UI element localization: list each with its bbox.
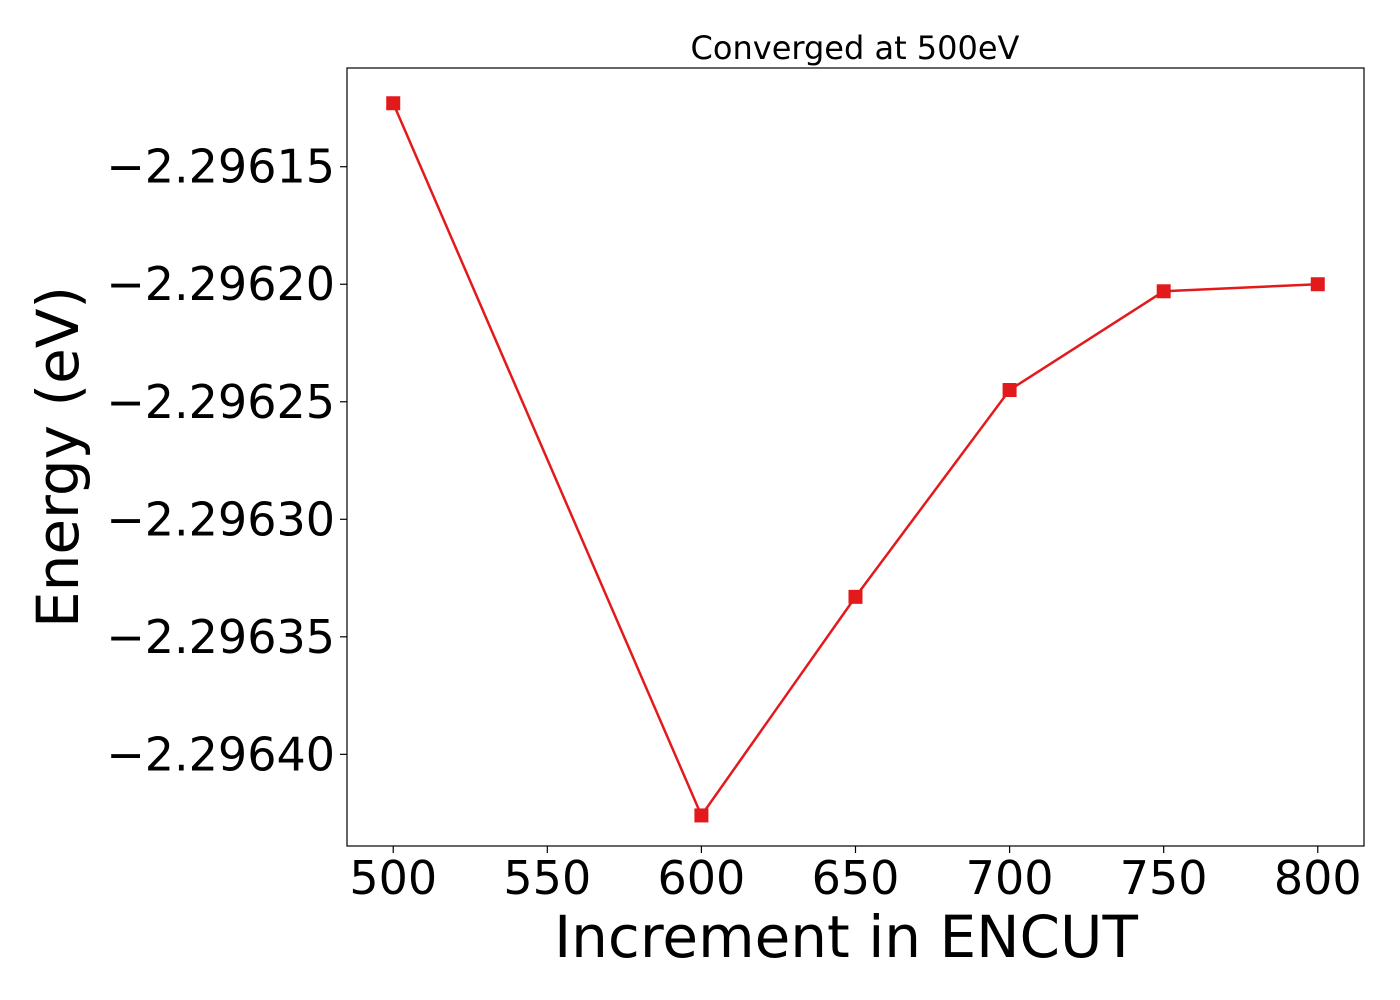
data-point-marker (386, 96, 401, 111)
x-tick-label: 800 (1274, 851, 1362, 905)
y-tick-label: −2.29625 (106, 375, 335, 429)
plot-frame (346, 67, 1365, 847)
x-axis-label: Increment in ENCUT (554, 903, 1138, 971)
x-tick-label: 650 (812, 851, 900, 905)
y-axis-ticks: −2.29615 −2.29620 −2.29625 −2.29630 −2.29635… (106, 140, 347, 781)
chart-title: Converged at 500eV (691, 29, 1020, 67)
x-tick-label: 600 (658, 851, 746, 905)
y-tick-label: −2.29640 (106, 727, 335, 781)
data-point-marker (848, 589, 863, 604)
data-point-marker (1310, 277, 1325, 292)
data-point-marker (694, 808, 709, 823)
data-points (386, 96, 1325, 823)
data-point-marker (1002, 383, 1017, 398)
x-tick-label: 700 (966, 851, 1054, 905)
x-tick-label: 500 (349, 851, 437, 905)
y-tick-label: −2.29620 (106, 257, 335, 311)
y-axis-label: Energy (eV) (24, 286, 92, 628)
series-line (392, 102, 1318, 818)
x-axis-ticks: 500 550 600 650 700 750 800 (349, 846, 1362, 905)
x-tick-label: 550 (503, 851, 591, 905)
y-tick-label: −2.29615 (106, 140, 335, 194)
y-tick-label: −2.29630 (106, 492, 335, 546)
x-tick-label: 750 (1120, 851, 1208, 905)
y-tick-label: −2.29635 (106, 610, 335, 664)
data-point-marker (1156, 284, 1171, 299)
